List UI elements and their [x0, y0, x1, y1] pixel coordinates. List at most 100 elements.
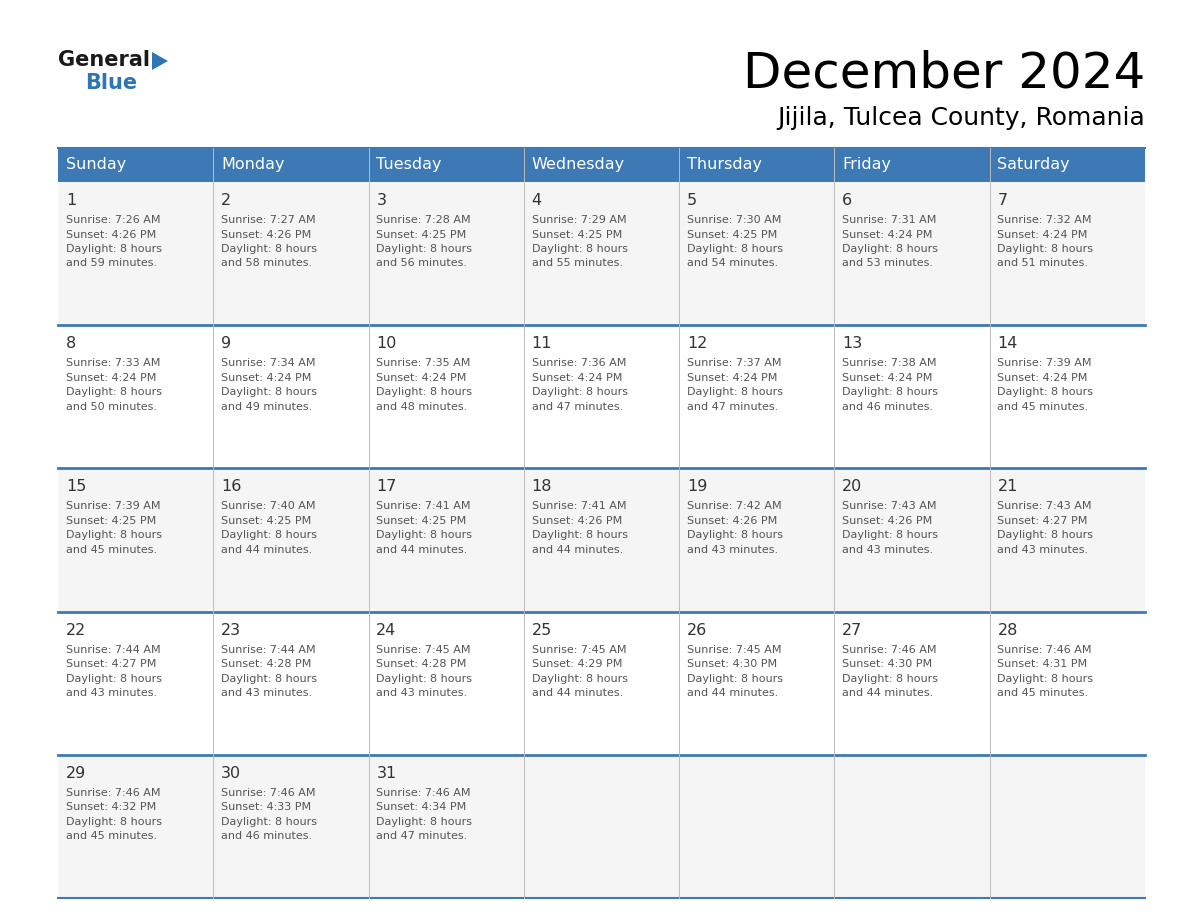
Text: Daylight: 8 hours: Daylight: 8 hours	[531, 531, 627, 541]
Text: Sunrise: 7:38 AM: Sunrise: 7:38 AM	[842, 358, 936, 368]
Text: Sunrise: 7:44 AM: Sunrise: 7:44 AM	[65, 644, 160, 655]
Text: and 45 minutes.: and 45 minutes.	[65, 832, 157, 841]
Text: and 43 minutes.: and 43 minutes.	[998, 545, 1088, 554]
Text: Sunrise: 7:37 AM: Sunrise: 7:37 AM	[687, 358, 782, 368]
Text: Sunrise: 7:34 AM: Sunrise: 7:34 AM	[221, 358, 316, 368]
Polygon shape	[152, 52, 168, 70]
Text: and 50 minutes.: and 50 minutes.	[65, 402, 157, 411]
Text: Sunrise: 7:45 AM: Sunrise: 7:45 AM	[377, 644, 470, 655]
Text: Sunrise: 7:46 AM: Sunrise: 7:46 AM	[842, 644, 936, 655]
Bar	[214, 755, 368, 898]
Text: Sunrise: 7:41 AM: Sunrise: 7:41 AM	[531, 501, 626, 511]
Text: Sunset: 4:31 PM: Sunset: 4:31 PM	[998, 659, 1087, 669]
Text: and 44 minutes.: and 44 minutes.	[221, 545, 312, 554]
Text: Daylight: 8 hours: Daylight: 8 hours	[377, 244, 473, 254]
Text: 19: 19	[687, 479, 707, 495]
Text: Sunset: 4:25 PM: Sunset: 4:25 PM	[531, 230, 621, 240]
Bar	[214, 468, 368, 611]
Text: 11: 11	[531, 336, 552, 352]
Bar	[990, 468, 1145, 611]
Text: and 44 minutes.: and 44 minutes.	[531, 688, 623, 698]
Text: Sunset: 4:24 PM: Sunset: 4:24 PM	[531, 373, 623, 383]
Text: 3: 3	[377, 193, 386, 208]
Text: Sunrise: 7:46 AM: Sunrise: 7:46 AM	[998, 644, 1092, 655]
Text: and 59 minutes.: and 59 minutes.	[65, 259, 157, 268]
Text: Daylight: 8 hours: Daylight: 8 hours	[377, 387, 473, 397]
Text: 1: 1	[65, 193, 76, 208]
Text: Daylight: 8 hours: Daylight: 8 hours	[842, 387, 939, 397]
Text: 28: 28	[998, 622, 1018, 638]
Text: Monday: Monday	[221, 158, 285, 173]
Bar	[368, 755, 524, 898]
Text: and 46 minutes.: and 46 minutes.	[221, 832, 312, 841]
Text: and 43 minutes.: and 43 minutes.	[842, 545, 934, 554]
Bar	[680, 182, 834, 325]
Bar	[214, 148, 368, 182]
Text: 14: 14	[998, 336, 1018, 352]
Text: and 46 minutes.: and 46 minutes.	[842, 402, 934, 411]
Text: Saturday: Saturday	[998, 158, 1070, 173]
Bar	[680, 755, 834, 898]
Text: Sunset: 4:25 PM: Sunset: 4:25 PM	[65, 516, 156, 526]
Text: 31: 31	[377, 766, 397, 781]
Text: Sunrise: 7:45 AM: Sunrise: 7:45 AM	[687, 644, 782, 655]
Bar	[834, 468, 990, 611]
Bar	[58, 325, 214, 468]
Text: Sunrise: 7:43 AM: Sunrise: 7:43 AM	[842, 501, 936, 511]
Text: 17: 17	[377, 479, 397, 495]
Text: Sunrise: 7:46 AM: Sunrise: 7:46 AM	[377, 788, 470, 798]
Text: Daylight: 8 hours: Daylight: 8 hours	[221, 531, 317, 541]
Text: Daylight: 8 hours: Daylight: 8 hours	[687, 387, 783, 397]
Bar	[214, 182, 368, 325]
Bar	[368, 325, 524, 468]
Text: and 43 minutes.: and 43 minutes.	[687, 545, 778, 554]
Text: Sunset: 4:24 PM: Sunset: 4:24 PM	[998, 373, 1088, 383]
Text: and 43 minutes.: and 43 minutes.	[377, 688, 467, 698]
Bar	[680, 468, 834, 611]
Text: Sunrise: 7:46 AM: Sunrise: 7:46 AM	[221, 788, 316, 798]
Text: Sunset: 4:24 PM: Sunset: 4:24 PM	[65, 373, 156, 383]
Text: 12: 12	[687, 336, 707, 352]
Text: and 45 minutes.: and 45 minutes.	[998, 402, 1088, 411]
Text: 18: 18	[531, 479, 552, 495]
Text: Sunset: 4:28 PM: Sunset: 4:28 PM	[377, 659, 467, 669]
Text: Sunset: 4:32 PM: Sunset: 4:32 PM	[65, 802, 156, 812]
Text: Sunset: 4:27 PM: Sunset: 4:27 PM	[65, 659, 156, 669]
Text: 27: 27	[842, 622, 862, 638]
Bar	[368, 148, 524, 182]
Bar	[680, 325, 834, 468]
Bar	[990, 325, 1145, 468]
Text: 9: 9	[221, 336, 232, 352]
Text: Daylight: 8 hours: Daylight: 8 hours	[842, 531, 939, 541]
Text: Sunset: 4:24 PM: Sunset: 4:24 PM	[221, 373, 311, 383]
Text: Tuesday: Tuesday	[377, 158, 442, 173]
Bar	[58, 611, 214, 755]
Text: Sunset: 4:25 PM: Sunset: 4:25 PM	[221, 516, 311, 526]
Bar	[58, 182, 214, 325]
Text: Daylight: 8 hours: Daylight: 8 hours	[998, 244, 1093, 254]
Text: Sunrise: 7:31 AM: Sunrise: 7:31 AM	[842, 215, 936, 225]
Text: Sunrise: 7:46 AM: Sunrise: 7:46 AM	[65, 788, 160, 798]
Text: and 54 minutes.: and 54 minutes.	[687, 259, 778, 268]
Text: Daylight: 8 hours: Daylight: 8 hours	[687, 674, 783, 684]
Bar	[524, 325, 680, 468]
Text: Daylight: 8 hours: Daylight: 8 hours	[65, 674, 162, 684]
Text: and 51 minutes.: and 51 minutes.	[998, 259, 1088, 268]
Text: Sunrise: 7:32 AM: Sunrise: 7:32 AM	[998, 215, 1092, 225]
Text: Daylight: 8 hours: Daylight: 8 hours	[65, 531, 162, 541]
Text: 22: 22	[65, 622, 86, 638]
Text: and 45 minutes.: and 45 minutes.	[65, 545, 157, 554]
Text: Sunrise: 7:36 AM: Sunrise: 7:36 AM	[531, 358, 626, 368]
Text: 2: 2	[221, 193, 232, 208]
Text: and 47 minutes.: and 47 minutes.	[531, 402, 623, 411]
Text: Sunset: 4:33 PM: Sunset: 4:33 PM	[221, 802, 311, 812]
Text: 13: 13	[842, 336, 862, 352]
Text: Sunset: 4:26 PM: Sunset: 4:26 PM	[65, 230, 156, 240]
Text: 10: 10	[377, 336, 397, 352]
Text: Daylight: 8 hours: Daylight: 8 hours	[687, 531, 783, 541]
Text: and 44 minutes.: and 44 minutes.	[377, 545, 468, 554]
Bar	[680, 148, 834, 182]
Text: Sunset: 4:24 PM: Sunset: 4:24 PM	[377, 373, 467, 383]
Text: Sunset: 4:24 PM: Sunset: 4:24 PM	[687, 373, 777, 383]
Text: Jijila, Tulcea County, Romania: Jijila, Tulcea County, Romania	[777, 106, 1145, 130]
